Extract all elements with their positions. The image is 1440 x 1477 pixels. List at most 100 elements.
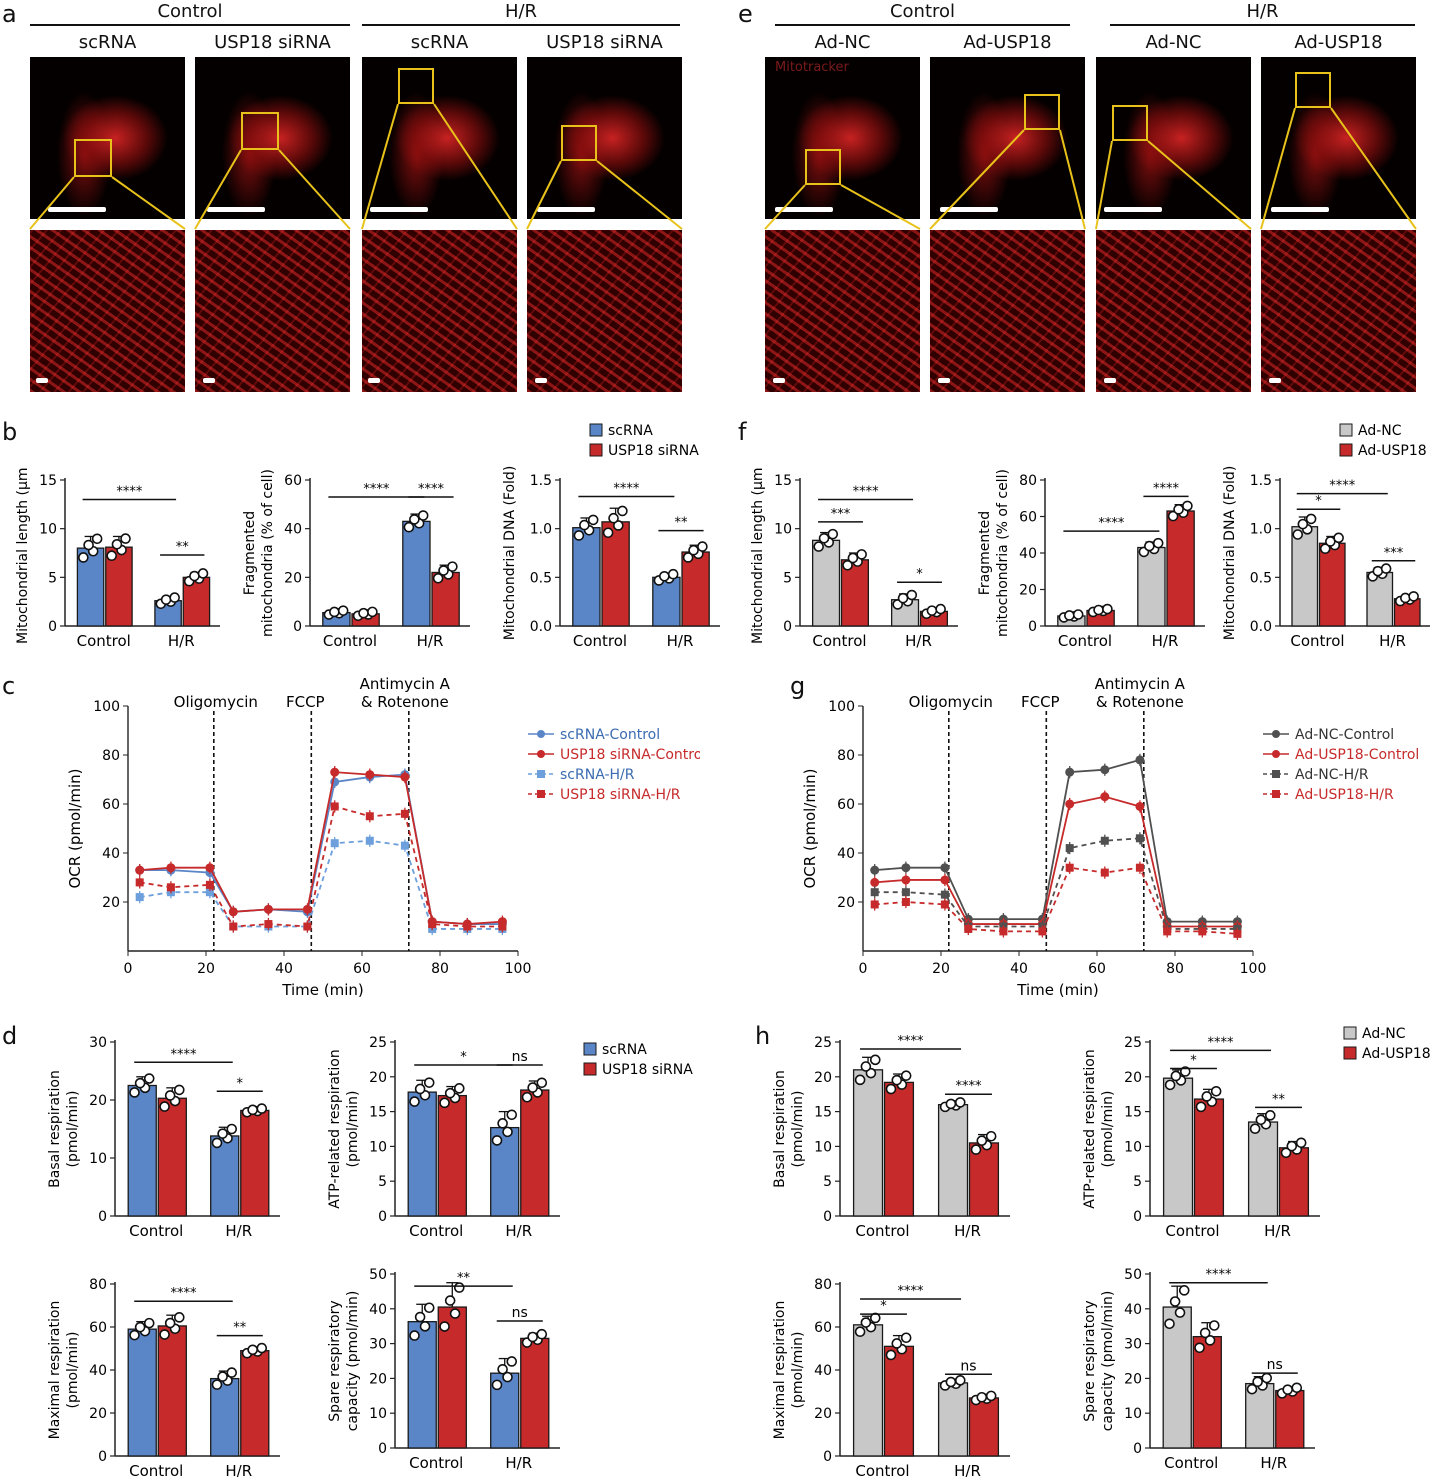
x-category-label: Control [409, 1454, 463, 1472]
legend-swatch [1343, 1026, 1357, 1040]
data-point [906, 589, 918, 601]
data-point [891, 1338, 903, 1349]
data-point [1178, 1285, 1190, 1296]
scale-bar [938, 378, 950, 383]
y-tick-label: 1.0 [1250, 522, 1272, 538]
data-point [134, 1321, 146, 1333]
data-point [521, 1091, 533, 1103]
y-tick-label: 0 [378, 1441, 387, 1457]
data-point [901, 863, 911, 873]
significance-label: ** [675, 516, 689, 531]
data-point [226, 1123, 238, 1135]
chart-b-fragmented: 0 20 40 60 Fragmented mitochondria (% of cell… [242, 469, 470, 650]
legend-label: Ad-USP18-Control [1295, 747, 1419, 763]
micrograph-tile [930, 57, 1085, 219]
data-point [491, 1135, 503, 1146]
x-category-label: Control [855, 1222, 909, 1240]
data-point [217, 1128, 228, 1139]
y-tick-label: 15 [369, 1105, 387, 1121]
data-point [1182, 500, 1193, 512]
data-point [205, 880, 214, 889]
scale-bar [1269, 378, 1281, 383]
y-tick-label: 80 [1019, 473, 1037, 489]
x-tick-label: 0 [124, 961, 133, 977]
data-point [256, 1342, 268, 1354]
data-point [91, 533, 103, 545]
scale-bar [940, 207, 998, 212]
y-axis-label: (pmol/min) [790, 1331, 806, 1408]
data-point [1233, 929, 1242, 938]
data-point [827, 528, 839, 540]
y-tick-label: 50 [1124, 1267, 1142, 1283]
data-point [330, 839, 339, 848]
significance-label: *** [831, 507, 851, 522]
data-point [1292, 529, 1304, 540]
column-header: Ad-USP18 [963, 32, 1052, 53]
data-point [860, 1061, 872, 1072]
y-axis-label: (pmol/min) [65, 1090, 81, 1167]
data-point [940, 890, 949, 899]
y-axis-label: Spare respiratory [327, 1300, 343, 1421]
y-tick-label: 5 [783, 570, 792, 586]
data-point [976, 1391, 988, 1403]
y-tick-label: 10 [369, 1139, 387, 1155]
data-point [940, 863, 950, 873]
legend-swatch [1339, 423, 1353, 437]
scale-bar [368, 378, 380, 383]
data-point [870, 888, 879, 897]
data-point [1064, 610, 1075, 621]
data-point [111, 539, 123, 550]
bar [1278, 1147, 1310, 1217]
significance-label: ** [1272, 1092, 1286, 1107]
data-point [264, 920, 273, 929]
significance-label: **** [956, 1079, 983, 1094]
data-point [226, 1367, 238, 1378]
data-point [365, 770, 375, 780]
y-tick-label: 20 [1124, 1371, 1142, 1387]
data-point [134, 1077, 146, 1089]
data-point [1100, 836, 1109, 845]
data-point [1170, 1070, 1182, 1082]
y-tick-label: 20 [369, 1371, 387, 1387]
data-point [463, 922, 472, 931]
legend: scRNA USP18 siRNA [583, 1042, 693, 1078]
x-category-label: Control [129, 1222, 183, 1240]
x-axis-label: Time (min) [1016, 981, 1098, 999]
y-axis-label: Maximal respiration [47, 1301, 63, 1440]
bar [1137, 546, 1166, 627]
significance-label: *** [1384, 546, 1404, 561]
micrograph-tile: Mitotracker [765, 57, 920, 219]
data-point [444, 1295, 456, 1306]
data-point [1065, 799, 1075, 809]
legend-label: Ad-USP18 [1362, 1046, 1431, 1062]
x-tick-label: 20 [197, 961, 215, 977]
bar [240, 1109, 270, 1217]
data-point [1291, 1382, 1303, 1394]
data-point [985, 1130, 997, 1142]
data-point [211, 1137, 223, 1149]
scale-bar [48, 207, 106, 212]
data-point [439, 1097, 450, 1109]
legend-label: Ad-USP18 [1358, 443, 1427, 459]
data-point [1295, 1137, 1307, 1149]
data-point [536, 1077, 548, 1089]
data-point [659, 570, 670, 582]
data-point [573, 530, 585, 541]
legend-label: USP18 siRNA [602, 1062, 693, 1078]
data-point [1286, 1140, 1298, 1152]
data-point [419, 1321, 431, 1332]
data-point [409, 1330, 420, 1341]
x-tick-label: 80 [1166, 961, 1184, 977]
data-point [330, 802, 339, 811]
significance-label: * [916, 567, 923, 582]
legend-marker [537, 770, 545, 778]
y-tick-label: 0.0 [1250, 619, 1272, 635]
legend-marker [537, 750, 545, 758]
zoom-box [74, 139, 112, 177]
x-tick-label: 100 [505, 961, 532, 977]
chart-h-atp: 0 5 10 15 20 25 ATP-related respiration (pmol/m… [1082, 1035, 1320, 1240]
micrograph-tile [195, 57, 350, 219]
data-point [365, 812, 374, 821]
data-point [135, 893, 144, 902]
y-tick-label: 60 [1019, 510, 1037, 526]
